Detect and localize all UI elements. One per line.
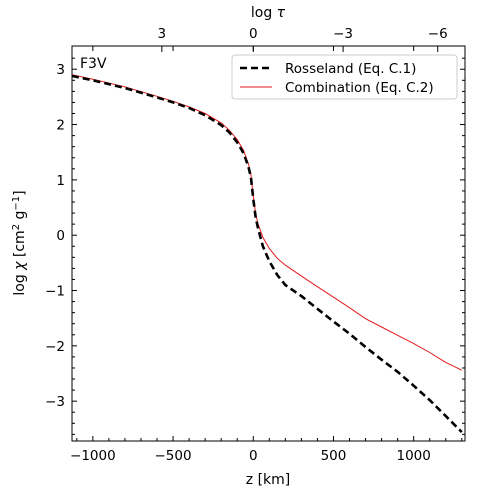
top-axis-label: log τ (251, 5, 286, 21)
y-tick-label: −1 (45, 284, 65, 300)
y-tick-label: 1 (56, 173, 65, 189)
y-tick-label: −3 (45, 394, 65, 410)
series-rosseland-line (72, 74, 463, 434)
plot-area (71, 45, 466, 442)
top-tick-label: 3 (158, 26, 167, 42)
x-tick-label: 0 (249, 448, 258, 464)
y-axis-ticks: 3 2 1 0 −1 −2 −3 (45, 57, 465, 435)
y-label-sup-1: 2 (11, 224, 22, 230)
legend-label-rosseland: Rosseland (Eq. C.1) (285, 61, 416, 77)
y-axis-label: log χ [cm2 g−1] (11, 190, 28, 295)
panel-label: F3V (80, 56, 107, 72)
y-tick-label: 2 (56, 118, 65, 134)
legend: Rosseland (Eq. C.1) Combination (Eq. C.2… (231, 54, 458, 100)
y-label-unit-open: [cm (12, 230, 28, 261)
x-axis-ticks: −1000 −500 0 500 1000 (70, 46, 463, 464)
series-combination-line (72, 74, 463, 371)
top-tick-label: −3 (333, 26, 353, 42)
top-tick-label: −6 (428, 26, 448, 42)
y-tick-label: 3 (56, 62, 65, 78)
top-axis-ticks: 3 0 −3 −6 (158, 26, 448, 52)
x-tick-label: 500 (321, 448, 347, 464)
y-tick-label: −2 (45, 339, 65, 355)
legend-label-combination: Combination (Eq. C.2) (285, 80, 434, 96)
y-label-sup-2: −1 (11, 196, 22, 211)
x-tick-label: −500 (155, 448, 192, 464)
y-label-prefix: log (12, 270, 28, 296)
top-axis-label-prefix: log (251, 5, 277, 21)
legend-box (231, 54, 458, 100)
top-axis-label-symbol: τ (277, 5, 286, 21)
y-label-unit-close: ] (12, 190, 28, 195)
top-tick-label: 0 (249, 26, 258, 42)
x-tick-label: 1000 (396, 448, 430, 464)
x-axis-label: z [km] (246, 472, 290, 488)
y-tick-label: 0 (56, 228, 65, 244)
y-label-symbol: χ (12, 261, 28, 271)
x-tick-label: −1000 (70, 448, 116, 464)
y-label-unit-mid: g (12, 211, 28, 224)
